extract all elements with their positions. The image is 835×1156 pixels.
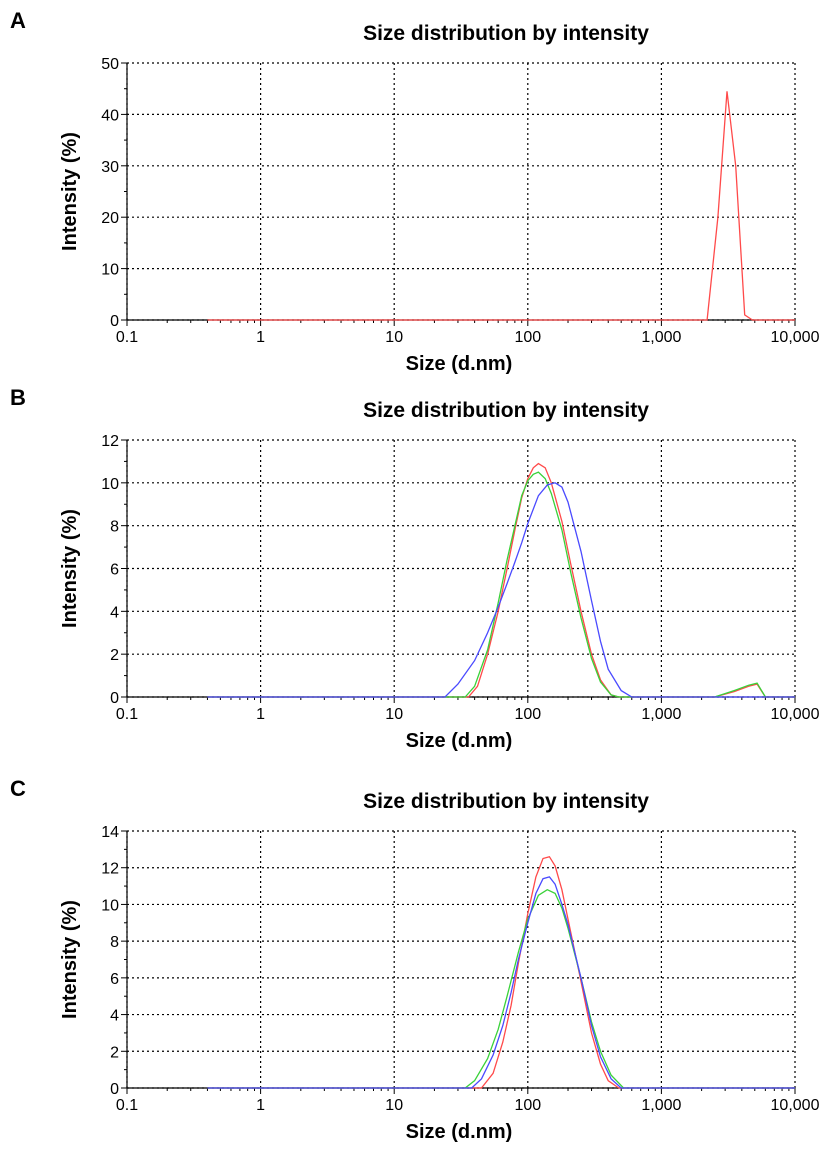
y-tick-label: 0 (110, 1081, 119, 1098)
series-line-2 (207, 471, 795, 698)
x-tick-label: 100 (514, 329, 541, 346)
panel-letter: C (10, 776, 26, 801)
y-tick-label: 14 (101, 824, 119, 841)
chart-c: Size distribution by intensity 0 2 4 6 8 10 12 1… (59, 790, 820, 1143)
y-tick-label: 10 (101, 897, 119, 914)
chart-b: Size distribution by intensity 0 2 4 6 8 10 12 0… (59, 399, 820, 752)
chart-a: Size distribution by intensity 0 10 20 30 40 5… (59, 22, 820, 375)
y-axis-label: Intensity (%) (59, 509, 81, 628)
series-line-3 (207, 876, 795, 1089)
x-tick-label: 0.1 (116, 706, 138, 723)
panel-c: C Size distribution by intensity 0 2 4 6 8 10 1… (0, 776, 835, 1156)
y-tick-label: 6 (110, 562, 119, 579)
x-tick-label: 0.1 (116, 1097, 138, 1114)
x-tick-label: 1 (256, 329, 265, 346)
panel-letter: A (10, 8, 26, 33)
panel-a: A Size distribution by intensity 0 10 20 30 4… (0, 8, 835, 388)
y-tick-label: 40 (101, 107, 119, 124)
panel-b: B Size distribution by intensity 0 2 4 6 8 10 1… (0, 385, 835, 765)
x-tick-label: 10,000 (771, 1097, 820, 1114)
y-tick-label: 10 (101, 262, 119, 279)
y-tick-label: 8 (110, 519, 119, 536)
chart-title: Size distribution by intensity (363, 790, 649, 813)
x-tick-label: 10 (385, 329, 403, 346)
x-tick-label: 100 (514, 706, 541, 723)
x-tick-label: 1 (256, 706, 265, 723)
x-axis-label: Size (d.nm) (406, 1121, 513, 1143)
x-tick-label: 1,000 (641, 1097, 681, 1114)
series-line-3 (207, 482, 795, 698)
y-tick-label: 12 (101, 861, 119, 878)
y-axis-label: Intensity (%) (59, 900, 81, 1019)
panel-letter: B (10, 385, 26, 410)
x-tick-label: 0.1 (116, 329, 138, 346)
series-line-1 (207, 855, 795, 1089)
x-tick-label: 10,000 (771, 706, 820, 723)
y-tick-label: 0 (110, 690, 119, 707)
y-tick-label: 12 (101, 433, 119, 450)
series-line-1 (207, 462, 795, 698)
y-tick-label: 4 (110, 1008, 119, 1025)
x-tick-label: 100 (514, 1097, 541, 1114)
series-line-2 (207, 888, 795, 1089)
x-axis-label: Size (d.nm) (406, 730, 513, 752)
chart-title: Size distribution by intensity (363, 22, 649, 45)
x-tick-label: 1,000 (641, 706, 681, 723)
y-tick-label: 6 (110, 971, 119, 988)
y-axis-label: Intensity (%) (59, 132, 81, 251)
y-tick-label: 50 (101, 56, 119, 73)
y-tick-label: 10 (101, 476, 119, 493)
x-tick-label: 1,000 (641, 329, 681, 346)
x-axis-label: Size (d.nm) (406, 353, 513, 375)
x-tick-label: 10 (385, 706, 403, 723)
y-tick-label: 2 (110, 1044, 119, 1061)
x-tick-label: 10 (385, 1097, 403, 1114)
y-tick-label: 4 (110, 604, 119, 621)
x-tick-label: 10,000 (771, 329, 820, 346)
x-tick-label: 1 (256, 1097, 265, 1114)
y-tick-label: 0 (110, 313, 119, 330)
chart-title: Size distribution by intensity (363, 399, 649, 422)
y-tick-label: 8 (110, 934, 119, 951)
y-tick-label: 20 (101, 210, 119, 227)
y-tick-label: 2 (110, 647, 119, 664)
series-line-1 (207, 91, 795, 321)
y-tick-label: 30 (101, 159, 119, 176)
